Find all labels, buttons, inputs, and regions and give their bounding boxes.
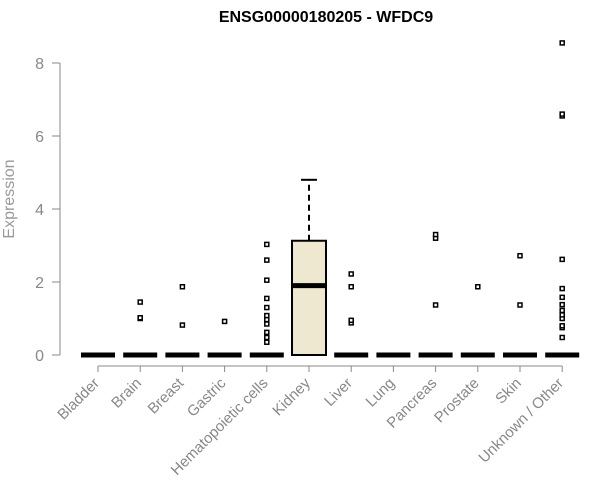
outlier-point	[264, 321, 270, 327]
outlier-point	[264, 312, 270, 319]
outlier-point	[559, 312, 565, 318]
outlier-point	[559, 307, 565, 314]
outlier-point	[517, 302, 523, 308]
box-skin	[503, 252, 537, 358]
outlier-point	[137, 299, 143, 305]
outlier-point	[559, 294, 565, 301]
outlier-point	[559, 334, 565, 341]
y-tick-label: 8	[35, 56, 44, 73]
outlier-point	[432, 302, 439, 308]
outlier-point	[179, 283, 186, 290]
outlier-point	[559, 256, 565, 263]
outlier-point	[264, 334, 270, 341]
outlier-point	[517, 252, 523, 259]
y-tick-label: 4	[35, 202, 44, 219]
y-tick-label: 0	[35, 348, 44, 365]
box-unknown-other	[545, 40, 580, 358]
y-axis-label: Expression	[1, 159, 18, 238]
outlier-point	[264, 304, 270, 311]
outlier-point	[475, 283, 481, 290]
outlier-point	[264, 295, 270, 302]
outlier-point	[559, 301, 565, 308]
x-tick-label: Lung	[363, 375, 399, 411]
outlier-point	[221, 318, 228, 325]
chart-title: ENSG00000180205 - WFDC9	[219, 9, 433, 26]
box-gastric	[207, 318, 242, 358]
outlier-point	[559, 285, 565, 292]
box-hematopoietic-cells	[249, 241, 284, 358]
x-tick-label: Brain	[108, 375, 145, 412]
x-tick-label: Prostate	[431, 375, 483, 427]
outlier-point	[264, 241, 270, 248]
outlier-point	[348, 271, 354, 277]
x-tick-label: Bladder	[54, 375, 103, 424]
outlier-point	[264, 329, 270, 336]
outlier-point	[264, 339, 270, 345]
outlier-point	[559, 40, 565, 46]
outlier-point	[559, 323, 565, 329]
x-tick-label: Liver	[321, 375, 356, 410]
x-tick-label: Breast	[145, 374, 188, 417]
outlier-point	[559, 111, 565, 117]
outlier-point	[264, 277, 270, 283]
box-pancreas	[418, 231, 453, 358]
x-tick-label: Kidney	[269, 374, 314, 419]
outlier-point	[348, 283, 354, 290]
box-prostate	[460, 283, 495, 358]
box-brain	[123, 299, 158, 358]
outlier-point	[264, 257, 270, 263]
outlier-point	[348, 317, 354, 324]
outlier-point	[432, 231, 439, 238]
y-tick-label: 6	[35, 129, 44, 146]
box-iqr	[291, 239, 327, 357]
outlier-point	[179, 322, 186, 328]
boxes-group	[81, 40, 580, 358]
y-axis: 0 2 4 6 8	[35, 56, 61, 365]
box-liver	[334, 271, 369, 358]
box-breast	[165, 283, 200, 358]
x-tick-label: Skin	[492, 375, 525, 408]
y-tick-label: 2	[35, 275, 44, 292]
box-kidney	[291, 178, 327, 357]
outlier-point	[137, 315, 143, 321]
